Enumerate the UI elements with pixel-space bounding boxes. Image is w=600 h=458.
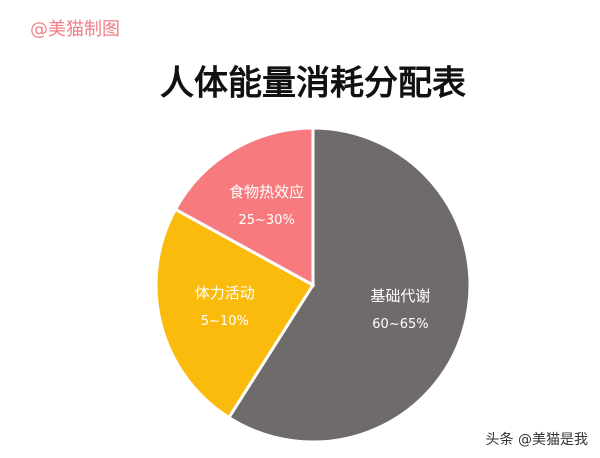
slice-label: 食物热效应 — [229, 183, 304, 201]
pie-slice — [226, 126, 472, 444]
source: 头条 @美猫是我 — [486, 431, 588, 448]
pie-slice — [154, 207, 316, 420]
pie-slice — [173, 126, 315, 288]
watermark: @美猫制图 — [30, 19, 120, 40]
slice-range-label: 5~10% — [201, 314, 249, 329]
slice-range-label: 60~65% — [372, 317, 428, 332]
chart-title: 人体能量消耗分配表 — [160, 64, 466, 104]
slice-range-label: 25~30% — [238, 213, 294, 228]
slice-label: 基础代谢 — [370, 287, 430, 305]
slice-label: 体力活动 — [195, 284, 255, 302]
